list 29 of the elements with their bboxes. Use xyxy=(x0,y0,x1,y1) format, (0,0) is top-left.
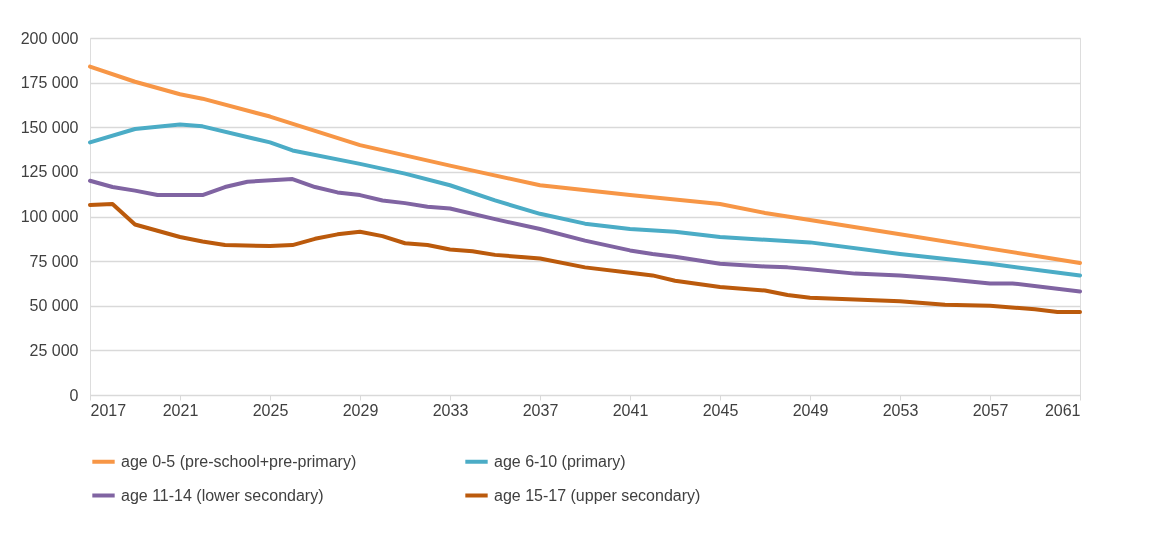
x-tick-label: 2021 xyxy=(162,401,199,419)
y-tick-label: 0 xyxy=(69,386,79,404)
x-tick-label: 2049 xyxy=(792,401,829,419)
x-tick-label: 2037 xyxy=(522,401,559,419)
y-tick-label: 200 000 xyxy=(20,29,79,47)
x-tick-label: 2041 xyxy=(612,401,649,419)
y-tick-label: 25 000 xyxy=(29,341,79,359)
y-tick-label: 100 000 xyxy=(20,208,79,225)
legend-label: age 15-17 (upper secondary) xyxy=(494,486,701,504)
x-tick-label: 2053 xyxy=(882,401,919,419)
line-series xyxy=(88,122,1082,278)
x-tick-label: 2033 xyxy=(432,401,469,419)
x-tick-label: 2025 xyxy=(252,401,289,419)
x-tick-label: 2061 xyxy=(1044,401,1081,419)
y-tick-label: 50 000 xyxy=(29,297,79,315)
x-tick-label: 2045 xyxy=(702,401,739,419)
y-tick-label: 175 000 xyxy=(20,74,79,92)
line-series xyxy=(88,202,1082,314)
line-series xyxy=(88,64,1082,265)
legend-label: age 11-14 (lower secondary) xyxy=(121,486,324,504)
x-tick-label: 2017 xyxy=(90,401,127,419)
x-tick-label: 2057 xyxy=(972,401,1009,419)
x-tick-label: 2029 xyxy=(342,401,379,419)
y-tick-label: 125 000 xyxy=(20,163,79,181)
line-series xyxy=(88,177,1082,294)
legend-label: age 6-10 (primary) xyxy=(494,452,626,470)
y-tick-label: 75 000 xyxy=(29,252,79,270)
legend-label: age 0-5 (pre-school+pre-primary) xyxy=(121,452,357,470)
y-tick-label: 150 000 xyxy=(20,118,79,136)
